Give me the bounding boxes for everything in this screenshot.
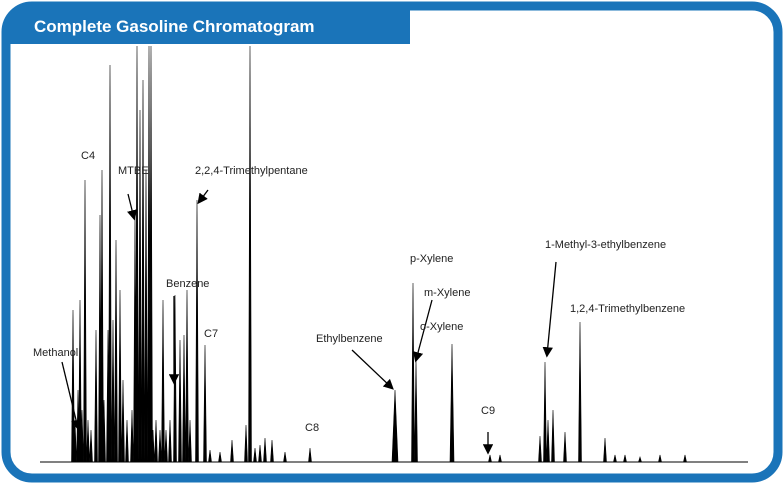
peak-label: C8 [305, 422, 319, 434]
peak-label: 1,2,4-Trimethylbenzene [570, 303, 685, 315]
peak-label: Ethylbenzene [316, 333, 383, 345]
peak-label: 2,2,4-Trimethylpentane [195, 165, 308, 177]
peak-label: o-Xylene [420, 321, 463, 333]
peak-label: Benzene [166, 278, 209, 290]
title-bar [6, 6, 410, 44]
peak-label: Methanol [33, 347, 78, 359]
chromatogram-trace [71, 45, 687, 463]
peak-label: C7 [204, 328, 218, 340]
peak-label: p-Xylene [410, 253, 453, 265]
peak-label: C4 [81, 150, 95, 162]
title: Complete Gasoline Chromatogram [34, 17, 315, 36]
peak-label: C9 [481, 405, 495, 417]
peak-label: 1-Methyl-3-ethylbenzene [545, 239, 666, 251]
peak-label: MTBE [118, 165, 149, 177]
arrows [61, 189, 557, 455]
peak-label: m-Xylene [424, 287, 470, 299]
